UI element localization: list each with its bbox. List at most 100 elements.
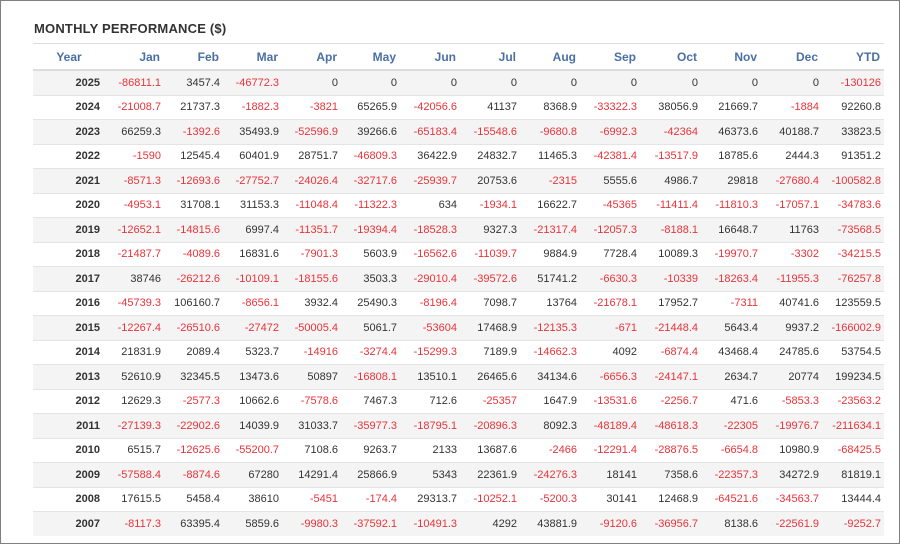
- month-value-cell: 17952.7: [640, 290, 701, 316]
- column-header-feb: Feb: [164, 43, 223, 71]
- month-value-cell: -24147.1: [640, 364, 701, 389]
- month-value-cell: 14039.9: [223, 413, 282, 438]
- month-value-cell: 5859.6: [223, 511, 282, 536]
- month-value-cell: 0: [580, 69, 640, 95]
- month-value-cell: -18795.1: [400, 413, 460, 438]
- month-value-cell: 5555.6: [580, 168, 640, 193]
- ytd-cell: 92260.8: [822, 94, 884, 120]
- month-value-cell: 43468.4: [701, 339, 761, 365]
- table-row: 2018 -21487.7 -4089.6 16831.6 -7901.3 5603.9-…: [33, 241, 884, 267]
- ytd-cell: -211634.1: [822, 413, 884, 438]
- month-value-cell: -42364: [640, 119, 701, 144]
- table-row: 2010 6515.7 -12625.6 -55200.7 7108.6 9263.7 21…: [33, 437, 884, 463]
- month-value-cell: 106160.7: [164, 290, 223, 316]
- ytd-cell: 13444.4: [822, 486, 884, 512]
- month-value-cell: -9980.3: [282, 511, 341, 536]
- month-value-cell: -13517.9: [640, 143, 701, 169]
- month-value-cell: -46809.3: [341, 143, 400, 169]
- table-header-row: Year Jan Feb Mar Apr May Jun Jul Aug Sep Oct Nov Dec…: [33, 43, 884, 71]
- month-value-cell: 50897: [282, 364, 341, 389]
- month-value-cell: 13473.6: [223, 364, 282, 389]
- month-value-cell: 7358.6: [640, 462, 701, 487]
- table-row: 2025 -86811.1 3457.4 -46772.3 0 0 0 0 0 0 0 0 0 -1301…: [33, 69, 884, 95]
- month-value-cell: 67280: [223, 462, 282, 487]
- month-value-cell: 18141: [580, 462, 640, 487]
- month-value-cell: 17615.5: [105, 486, 164, 512]
- month-value-cell: -1934.1: [460, 192, 520, 218]
- column-header-may: May: [341, 43, 400, 71]
- column-header-apr: Apr: [282, 43, 341, 71]
- month-value-cell: 3932.4: [282, 290, 341, 316]
- month-value-cell: 5061.7: [341, 315, 400, 340]
- month-value-cell: 5323.7: [223, 339, 282, 365]
- month-value-cell: -5451: [282, 486, 341, 512]
- month-value-cell: 31033.7: [282, 413, 341, 438]
- month-value-cell: 31708.1: [164, 192, 223, 218]
- month-value-cell: 21669.7: [701, 94, 761, 120]
- month-value-cell: -3302: [761, 241, 822, 267]
- month-value-cell: 0: [341, 69, 400, 95]
- table-row: 2024 -21008.7 21737.3 -1882.3 -3821 65265.9 -4…: [33, 94, 884, 120]
- month-value-cell: -17057.1: [761, 192, 822, 218]
- month-value-cell: -3274.4: [341, 339, 400, 365]
- month-value-cell: -6656.3: [580, 364, 640, 389]
- month-value-cell: 51741.2: [520, 266, 580, 291]
- month-value-cell: 9884.9: [520, 241, 580, 267]
- month-value-cell: -42381.4: [580, 143, 640, 169]
- month-value-cell: 28751.7: [282, 143, 341, 169]
- month-value-cell: -21678.1: [580, 290, 640, 316]
- month-value-cell: -14815.6: [164, 217, 223, 242]
- month-value-cell: 13510.1: [400, 364, 460, 389]
- month-value-cell: -10109.1: [223, 266, 282, 291]
- month-value-cell: 34272.9: [761, 462, 822, 487]
- table-row: 2012 12629.3 -2577.3 10662.6 -7578.6 7467.3 71…: [33, 388, 884, 414]
- month-value-cell: -4953.1: [105, 192, 164, 218]
- month-value-cell: -39572.6: [460, 266, 520, 291]
- year-cell: 2019: [33, 217, 105, 242]
- month-value-cell: 3457.4: [164, 69, 223, 95]
- column-header-sep: Sep: [580, 43, 640, 71]
- month-value-cell: -8874.6: [164, 462, 223, 487]
- month-value-cell: -21487.7: [105, 241, 164, 267]
- month-value-cell: 0: [400, 69, 460, 95]
- month-value-cell: -12135.3: [520, 315, 580, 340]
- month-value-cell: -15548.6: [460, 119, 520, 144]
- month-value-cell: 12629.3: [105, 388, 164, 414]
- month-value-cell: 34134.6: [520, 364, 580, 389]
- month-value-cell: -52596.9: [282, 119, 341, 144]
- column-header-nov: Nov: [701, 43, 761, 71]
- table-row: 2019 -12652.1 -14815.6 6997.4 -11351.7 -19394…: [33, 217, 884, 242]
- month-value-cell: -86811.1: [105, 69, 164, 95]
- month-value-cell: 38746: [105, 266, 164, 291]
- month-value-cell: 9263.7: [341, 437, 400, 463]
- month-value-cell: -11048.4: [282, 192, 341, 218]
- month-value-cell: -19394.4: [341, 217, 400, 242]
- month-value-cell: 30141: [580, 486, 640, 512]
- month-value-cell: 26465.6: [460, 364, 520, 389]
- month-value-cell: 41137: [460, 94, 520, 120]
- month-value-cell: 13764: [520, 290, 580, 316]
- month-value-cell: -671: [580, 315, 640, 340]
- table-row: 2021 -8571.3 -12693.6 -27752.7 -24026.4 -3271…: [33, 168, 884, 193]
- month-value-cell: 25866.9: [341, 462, 400, 487]
- month-value-cell: -25357: [460, 388, 520, 414]
- month-value-cell: 5343: [400, 462, 460, 487]
- ytd-cell: 199234.5: [822, 364, 884, 389]
- month-value-cell: -26212.6: [164, 266, 223, 291]
- month-value-cell: 66259.3: [105, 119, 164, 144]
- month-value-cell: 712.6: [400, 388, 460, 414]
- month-value-cell: -11322.3: [341, 192, 400, 218]
- table-row: 2014 21831.9 2089.4 5323.7 -14916 -3274.4 -152…: [33, 339, 884, 365]
- month-value-cell: 0: [640, 69, 701, 95]
- year-cell: 2016: [33, 290, 105, 316]
- month-value-cell: 40741.6: [761, 290, 822, 316]
- month-value-cell: -53604: [400, 315, 460, 340]
- column-header-oct: Oct: [640, 43, 701, 71]
- month-value-cell: 0: [460, 69, 520, 95]
- column-header-dec: Dec: [761, 43, 822, 71]
- month-value-cell: -36956.7: [640, 511, 701, 536]
- month-value-cell: -50005.4: [282, 315, 341, 340]
- table-row: 2009 -57588.4 -8874.6 67280 14291.4 25866.9 53…: [33, 462, 884, 487]
- month-value-cell: -28876.5: [640, 437, 701, 463]
- month-value-cell: 4986.7: [640, 168, 701, 193]
